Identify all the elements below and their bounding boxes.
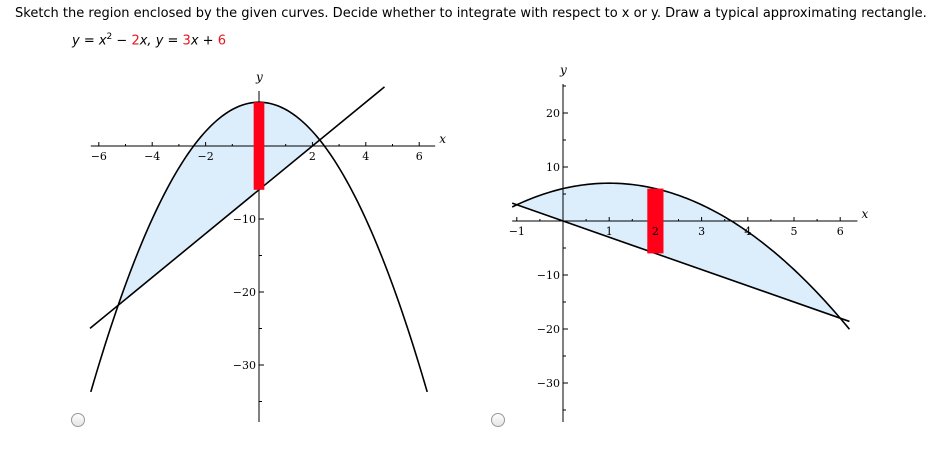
x-tick-label: 4 — [744, 225, 751, 238]
equations: y = x2 − 2x, y = 3x + 6 — [72, 32, 226, 48]
y-tick-label: 20 — [546, 107, 560, 120]
graph-1: −6 −4 −2 2 4 6 −10 −20 −30 x y — [89, 70, 446, 422]
x-tick-label: 6 — [837, 225, 844, 238]
approximating-rectangle — [253, 102, 265, 190]
y-tick-label: −30 — [537, 377, 560, 390]
y-axis-label: y — [559, 63, 567, 77]
enclosed-region — [118, 102, 320, 306]
eq1-var: x, y = — [139, 33, 183, 49]
eq2-const: 6 — [217, 33, 226, 49]
y-tick-label: −30 — [233, 359, 256, 372]
eq1-coef: 2 — [131, 33, 140, 49]
x-tick-label: 5 — [791, 225, 798, 238]
eq2-coef: 3 — [182, 33, 191, 49]
x-tick-label: 2 — [652, 225, 659, 238]
question-text: Sketch the region enclosed by the given … — [15, 6, 927, 21]
x-tick-label: 3 — [698, 225, 705, 238]
x-tick-label: −4 — [144, 150, 160, 163]
x-tick-label: −1 — [509, 225, 525, 238]
enclosed-region — [516, 183, 841, 319]
x-tick-label: −6 — [91, 150, 107, 163]
graph-2: −1 1 2 3 4 5 6 20 10 −10 −20 −30 x y — [509, 63, 868, 422]
y-tick-label: −20 — [537, 323, 560, 336]
line-curve — [511, 202, 850, 323]
eq1-lhs: y = x — [72, 33, 107, 49]
y-axis-label: y — [255, 70, 263, 84]
x-axis-label: x — [861, 207, 868, 221]
x-tick-label: 2 — [309, 150, 316, 163]
y-tick-label: −20 — [233, 286, 256, 299]
y-tick-label: −10 — [233, 213, 256, 226]
eq1-mid: − — [112, 33, 132, 49]
eq2-mid: x + — [190, 33, 218, 49]
x-tick-label: 4 — [362, 150, 369, 163]
eq1-exponent: 2 — [106, 32, 113, 42]
x-tick-label: −2 — [197, 150, 213, 163]
line-curve — [89, 86, 385, 330]
y-tick-label: 10 — [546, 161, 560, 174]
option-b-radio[interactable] — [491, 413, 505, 427]
approximating-rectangle — [647, 188, 664, 254]
x-axis-label: x — [439, 132, 446, 146]
x-tick-label: 6 — [416, 150, 423, 163]
parabola-curve — [511, 182, 851, 330]
y-tick-label: −10 — [537, 269, 560, 282]
x-tick-label: 1 — [606, 225, 613, 238]
option-a-radio[interactable] — [71, 413, 85, 427]
